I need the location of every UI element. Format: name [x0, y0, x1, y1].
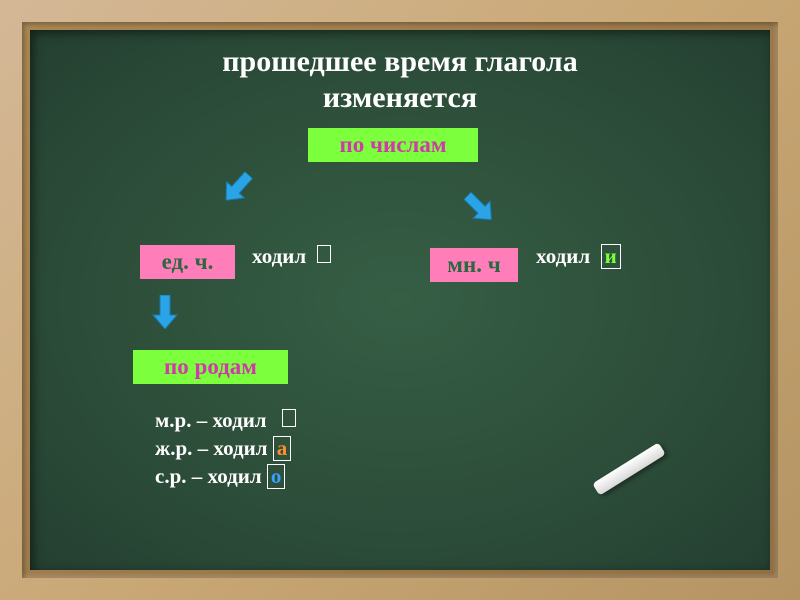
gender-row-n-suffix-box: о — [267, 464, 286, 489]
gender-row-f: ж.р. – ходил а — [155, 436, 291, 461]
gender-row-m-suffix-box — [282, 409, 296, 427]
gender-row-f-suffix: а — [277, 436, 288, 460]
example-singular: ходил — [252, 244, 331, 269]
example-plural-suffix: и — [605, 244, 617, 268]
wooden-frame-outer: прошедшее время глагола изменяется по чи… — [0, 0, 800, 600]
gender-row-f-prefix: ж.р. – ходил — [155, 436, 273, 460]
node-plural-label: мн. ч — [447, 252, 500, 277]
example-singular-stem: ходил — [252, 244, 306, 268]
title-line-1: прошедшее время глагола — [222, 45, 577, 78]
example-plural-suffix-box: и — [601, 244, 621, 269]
node-by-gender-label: по родам — [164, 354, 257, 379]
node-by-numbers-label: по числам — [339, 132, 446, 157]
chalkboard: прошедшее время глагола изменяется по чи… — [30, 30, 770, 570]
example-plural: ходил и — [536, 244, 621, 269]
gender-row-m: м.р. – ходил — [155, 408, 296, 433]
node-by-numbers: по числам — [308, 128, 478, 162]
gender-row-n-prefix: с.р. – ходил — [155, 464, 267, 488]
node-singular: ед. ч. — [140, 245, 235, 279]
node-by-gender: по родам — [133, 350, 288, 384]
gender-row-n-suffix: о — [271, 464, 282, 488]
title-line-2: изменяется — [323, 81, 477, 114]
gender-row-m-prefix: м.р. – ходил — [155, 408, 267, 432]
chalk-stick — [592, 442, 666, 495]
wooden-frame-inner: прошедшее время глагола изменяется по чи… — [22, 22, 778, 578]
example-plural-stem: ходил — [536, 244, 590, 268]
gender-row-n: с.р. – ходил о — [155, 464, 285, 489]
slide-title: прошедшее время глагола изменяется — [30, 44, 770, 116]
gender-row-f-suffix-box: а — [273, 436, 292, 461]
node-plural: мн. ч — [430, 248, 518, 282]
node-singular-label: ед. ч. — [162, 249, 214, 274]
example-singular-suffix-box — [317, 245, 331, 263]
